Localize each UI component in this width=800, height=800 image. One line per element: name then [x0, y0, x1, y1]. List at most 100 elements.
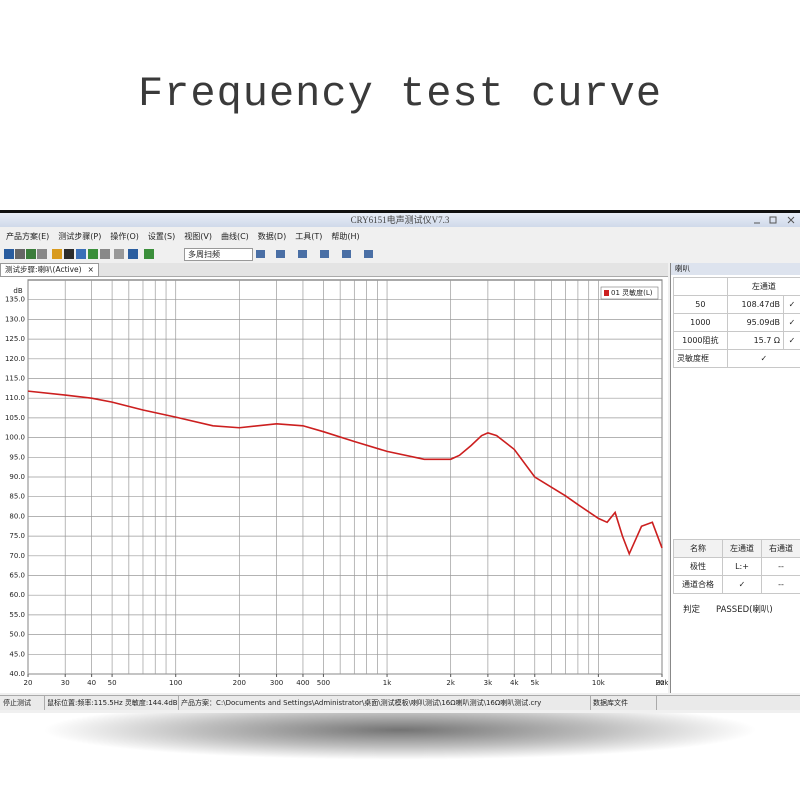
toolbar-button[interactable] [4, 249, 14, 259]
x-tick-label: 40 [87, 679, 96, 687]
menu-bar: 产品方案(E) 测试步骤(P) 操作(O) 设置(S) 视图(V) 曲线(C) 数据(D) 工… [0, 230, 360, 244]
header-cell: 名称 [672, 539, 724, 558]
cell: 1000阻抗 [673, 331, 728, 350]
menu-item[interactable]: 测试步骤(P) [58, 232, 102, 241]
y-tick-label: 85.0 [9, 493, 25, 501]
toolbar-button[interactable] [144, 249, 154, 259]
cell: 108.47dB [727, 295, 785, 314]
status-field: 停止测试 [0, 696, 45, 710]
menu-item[interactable]: 数据(D) [257, 232, 287, 241]
chart: 40.0 45.0 50.0 55.0 60.0 65.0 70.0 75.0 80.0 85.0… [5, 279, 669, 687]
curve [27, 390, 663, 556]
table-row: 50 108.47dB ✓ [673, 295, 800, 314]
app-window: CRY6151电声测试仪V7.3 产品方案(E) 测试步骤(P) 操作(O) 设置(S… [0, 210, 800, 713]
x-tick-label: 3k [484, 679, 493, 687]
x-tick-label: 4k [510, 679, 519, 687]
verdict: 判定 PASSED(喇叭) [673, 603, 773, 615]
legend-swatch [604, 290, 609, 296]
table-row: 1000阻抗 15.7 Ω ✓ [673, 331, 800, 350]
menu-item[interactable]: 帮助(H) [331, 232, 360, 241]
y-tick-label: 60.0 [9, 591, 25, 599]
tab[interactable]: 测试步骤:喇叭(Active) × [0, 263, 99, 277]
y-tick-label: 65.0 [9, 572, 25, 580]
cell: 极性 [672, 557, 724, 576]
x-tick-label: 2k [446, 679, 455, 687]
cell: 95.09dB [727, 313, 785, 332]
empty-cell [673, 277, 728, 296]
page-title: Frequency test curve [137, 70, 663, 118]
y-tick-label: 130.0 [5, 315, 25, 323]
cell: 15.7 Ω [727, 331, 785, 350]
y-tick-label: 120.0 [5, 355, 25, 363]
menu-item[interactable]: 产品方案(E) [6, 232, 50, 241]
result-panel: 喇叭 左通道 50 108.47dB ✓ 1000 95.09dB ✓ 1000阻抗 15.7 … [670, 263, 800, 693]
table-row: 极性 L:+ -- [672, 557, 800, 576]
menu-item[interactable]: 曲线(C) [220, 232, 249, 241]
toolbar-button[interactable] [128, 249, 138, 259]
toolbar-button[interactable] [15, 249, 25, 259]
panel-title: 喇叭 [671, 263, 800, 275]
toolbar-button[interactable] [76, 249, 86, 259]
toolbar-tool [320, 250, 329, 258]
tab-row: 测试步骤:喇叭(Active) × [0, 263, 668, 277]
table-row: 通道合格 ✓ -- [672, 575, 800, 594]
x-tick-label: 20k [656, 679, 668, 687]
y-tick-label: 40.0 [9, 670, 25, 678]
verdict-value: PASSED(喇叭) [716, 605, 773, 615]
status-field: 产品方案：C:\Documents and Settings\Administr… [178, 696, 591, 710]
toolbar-tool [256, 250, 265, 258]
header-cell: 左通道 [726, 277, 800, 296]
y-tick-label: 110.0 [5, 394, 25, 402]
cell: ✓ [783, 331, 800, 350]
x-tick-label: 10k [592, 679, 606, 687]
cell: 50 [673, 295, 728, 314]
table-header: 名称 左通道 右通道 [672, 539, 800, 558]
y-axis-label: dB [13, 287, 22, 295]
y-tick-label: 95.0 [9, 453, 25, 461]
y-tick-label: 80.0 [9, 512, 25, 520]
y-tick-label: 115.0 [5, 375, 25, 383]
x-tick-label: 100 [169, 679, 182, 687]
toolbar-tools[interactable] [252, 246, 402, 262]
cell: ✓ [783, 313, 800, 332]
x-axis-unit: Hz [656, 679, 665, 687]
menu-item[interactable]: 视图(V) [184, 232, 212, 241]
x-tick-label: 500 [317, 679, 330, 687]
y-tick-label: 70.0 [9, 552, 25, 560]
toolbar-button[interactable] [64, 249, 74, 259]
toolbar-button[interactable] [37, 249, 47, 259]
status-bar: 停止测试 鼠标位置:频率:115.5Hz 灵敏度:144.4dB 产品方案：C:\D… [0, 695, 800, 710]
cell: 1000 [673, 313, 728, 332]
sweep-select[interactable]: 多周扫频 [184, 248, 253, 261]
window-controls[interactable] [750, 215, 800, 225]
toolbar-button[interactable] [52, 249, 62, 259]
cell: ✓ [722, 575, 762, 594]
toolbar-tool [364, 250, 373, 258]
cell: L:+ [722, 557, 762, 576]
status-field: 鼠标位置:频率:115.5Hz 灵敏度:144.4dB [44, 696, 179, 710]
check-cell: ✓ [726, 349, 800, 368]
x-tick-label: 20 [24, 679, 33, 687]
cell: ✓ [783, 295, 800, 314]
toolbar-tool [342, 250, 351, 258]
cell: -- [761, 575, 800, 594]
tab-label: 测试步骤:喇叭(Active) [5, 265, 82, 274]
verdict-label: 判定 [683, 605, 701, 615]
header-cell: 左通道 [722, 539, 762, 558]
y-tick-label: 50.0 [9, 631, 25, 639]
tab-close[interactable]: × [87, 265, 94, 274]
toolbar-button[interactable] [100, 249, 110, 259]
window-title: CRY6151电声测试仪V7.3 [0, 213, 800, 227]
toolbar-tool [276, 250, 285, 258]
menu-item[interactable]: 操作(O) [110, 232, 139, 241]
toolbar-button[interactable] [88, 249, 98, 259]
results-table: 左通道 50 108.47dB ✓ 1000 95.09dB ✓ 1000阻抗 15.7 Ω ✓ 灵… [673, 277, 800, 368]
x-tick-label: 50 [108, 679, 117, 687]
toolbar-button[interactable] [114, 249, 124, 259]
legend-label: 01 灵敏度(L) [611, 288, 653, 297]
menu-item[interactable]: 工具(T) [295, 232, 323, 241]
toolbar-button[interactable] [26, 249, 36, 259]
y-tick-label: 75.0 [9, 532, 25, 540]
menu-item[interactable]: 设置(S) [147, 232, 176, 241]
